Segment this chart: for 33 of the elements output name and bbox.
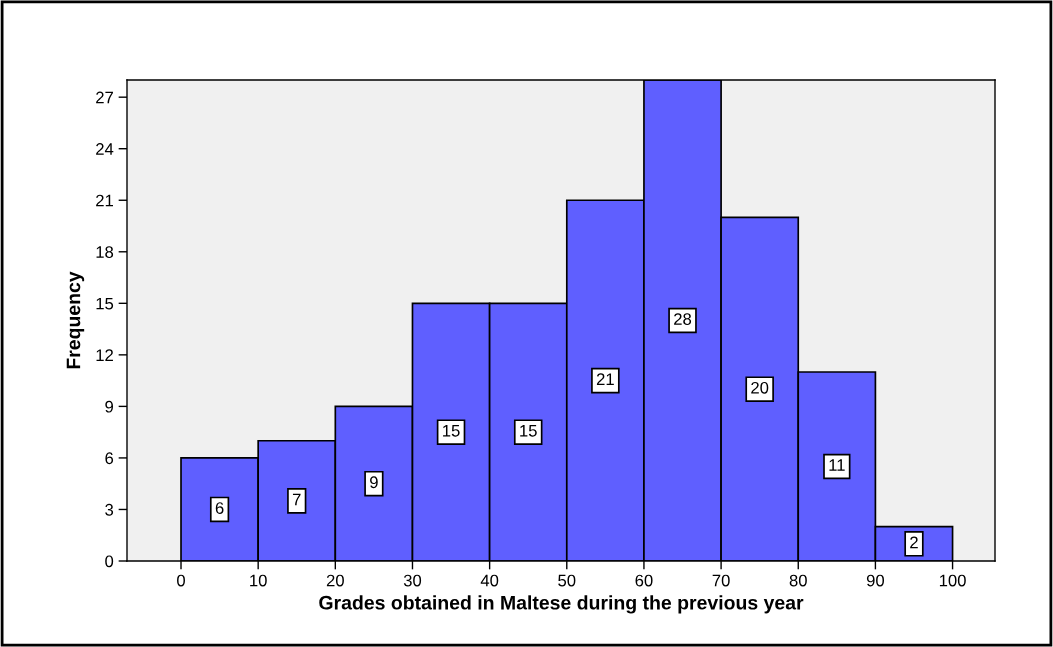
x-tick-label: 30 — [403, 574, 422, 587]
data-label: 9 — [370, 476, 378, 489]
data-label: 20 — [751, 381, 769, 394]
x-tick-label: 100 — [939, 574, 966, 587]
y-tick-label: 0 — [105, 555, 114, 568]
y-tick-label: 3 — [105, 503, 114, 516]
data-label: 21 — [596, 373, 614, 385]
y-tick-label: 21 — [96, 194, 113, 207]
x-tick-label: 80 — [789, 574, 807, 587]
x-axis-title: Grades obtained in Maltese during the previous year — [319, 595, 804, 614]
data-label: 2 — [910, 536, 918, 549]
data-label: 7 — [292, 493, 301, 506]
data-label: 28 — [674, 313, 692, 325]
data-label: 6 — [215, 502, 224, 514]
data-label: 15 — [520, 425, 537, 437]
x-tick-label: 10 — [250, 574, 267, 587]
y-tick-label: 18 — [96, 246, 114, 258]
x-tick-label: 70 — [712, 574, 730, 587]
x-tick-label: 40 — [480, 574, 499, 587]
x-tick-label: 0 — [177, 574, 185, 587]
y-tick-label: 12 — [96, 349, 113, 361]
data-label: 15 — [443, 425, 460, 437]
y-tick-label: 24 — [96, 143, 114, 155]
y-tick-label: 27 — [96, 91, 113, 104]
data-label: 11 — [829, 459, 845, 471]
x-tick-label: 50 — [558, 574, 576, 587]
y-tick-label: 15 — [96, 297, 114, 310]
x-tick-label: 90 — [866, 574, 885, 587]
x-tick-label: 20 — [326, 574, 344, 587]
y-tick-label: 9 — [105, 400, 114, 413]
y-axis-title: Frequency — [66, 271, 85, 369]
y-tick-label: 6 — [105, 452, 114, 465]
x-tick-label: 60 — [635, 574, 653, 587]
